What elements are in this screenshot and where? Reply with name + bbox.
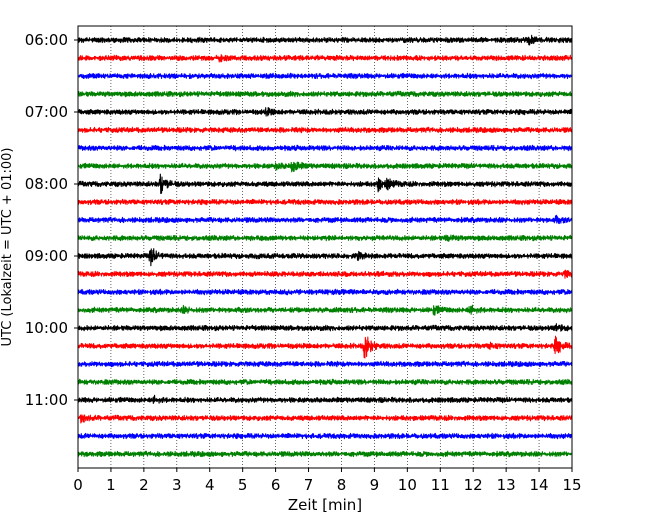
trace-0800 xyxy=(77,173,573,195)
x-tick-label: 2 xyxy=(139,476,149,494)
y-tick-label: 07:00 xyxy=(25,103,68,121)
trace-1145 xyxy=(77,450,573,458)
y-axis-label: UTC (Lokalzeit = UTC + 01:00) xyxy=(0,148,15,347)
trace-0715 xyxy=(77,126,573,134)
trace-0830 xyxy=(77,214,573,225)
x-tick-label: 15 xyxy=(562,476,581,494)
x-axis-label: Zeit [min] xyxy=(288,496,362,514)
y-tick-label: 11:00 xyxy=(25,391,68,409)
y-axis: 06:00 07:00 08:00 09:00 10:00 11:00 xyxy=(25,31,78,409)
x-tick-label: 0 xyxy=(73,476,83,494)
x-tick-label: 1 xyxy=(106,476,116,494)
trace-0945 xyxy=(77,304,573,316)
trace-1015 xyxy=(77,335,573,359)
x-tick-label: 11 xyxy=(431,476,450,494)
x-tick-label: 10 xyxy=(398,476,417,494)
trace-0900 xyxy=(77,248,573,267)
trace-1100 xyxy=(77,394,573,404)
x-tick-label: 14 xyxy=(530,476,549,494)
x-tick-label: 9 xyxy=(370,476,380,494)
x-tick-label: 8 xyxy=(337,476,347,494)
trace-1000 xyxy=(77,323,573,332)
x-tick-label: 12 xyxy=(464,476,483,494)
plot-area-background xyxy=(78,26,572,468)
trace-0630 xyxy=(77,72,573,80)
x-tick-label: 4 xyxy=(205,476,215,494)
x-tick-label: 5 xyxy=(238,476,248,494)
trace-0845 xyxy=(77,234,573,242)
trace-0600 xyxy=(77,34,573,46)
trace-0915 xyxy=(77,269,573,279)
trace-1115 xyxy=(77,414,573,424)
traces xyxy=(77,34,573,458)
trace-0645 xyxy=(77,90,573,98)
y-tick-label: 08:00 xyxy=(25,175,68,193)
trace-0700 xyxy=(77,106,573,117)
x-tick-label: 3 xyxy=(172,476,182,494)
trace-0745 xyxy=(77,161,573,173)
y-tick-label: 10:00 xyxy=(25,319,68,337)
y-tick-label: 06:00 xyxy=(25,31,68,49)
trace-0615 xyxy=(77,54,573,63)
trace-1030 xyxy=(77,360,573,368)
y-tick-label: 09:00 xyxy=(25,247,68,265)
trace-1045 xyxy=(77,378,573,386)
trace-1130 xyxy=(77,432,573,440)
x-axis: 0 1 2 3 4 5 6 7 8 9 10 11 12 13 14 15 xyxy=(73,468,582,494)
x-tick-label: 6 xyxy=(271,476,281,494)
trace-0930 xyxy=(77,288,573,296)
plot-frame xyxy=(77,25,573,469)
x-tick-label: 7 xyxy=(304,476,314,494)
trace-0815 xyxy=(77,198,573,206)
trace-0730 xyxy=(77,144,573,152)
x-tick-label: 13 xyxy=(497,476,516,494)
